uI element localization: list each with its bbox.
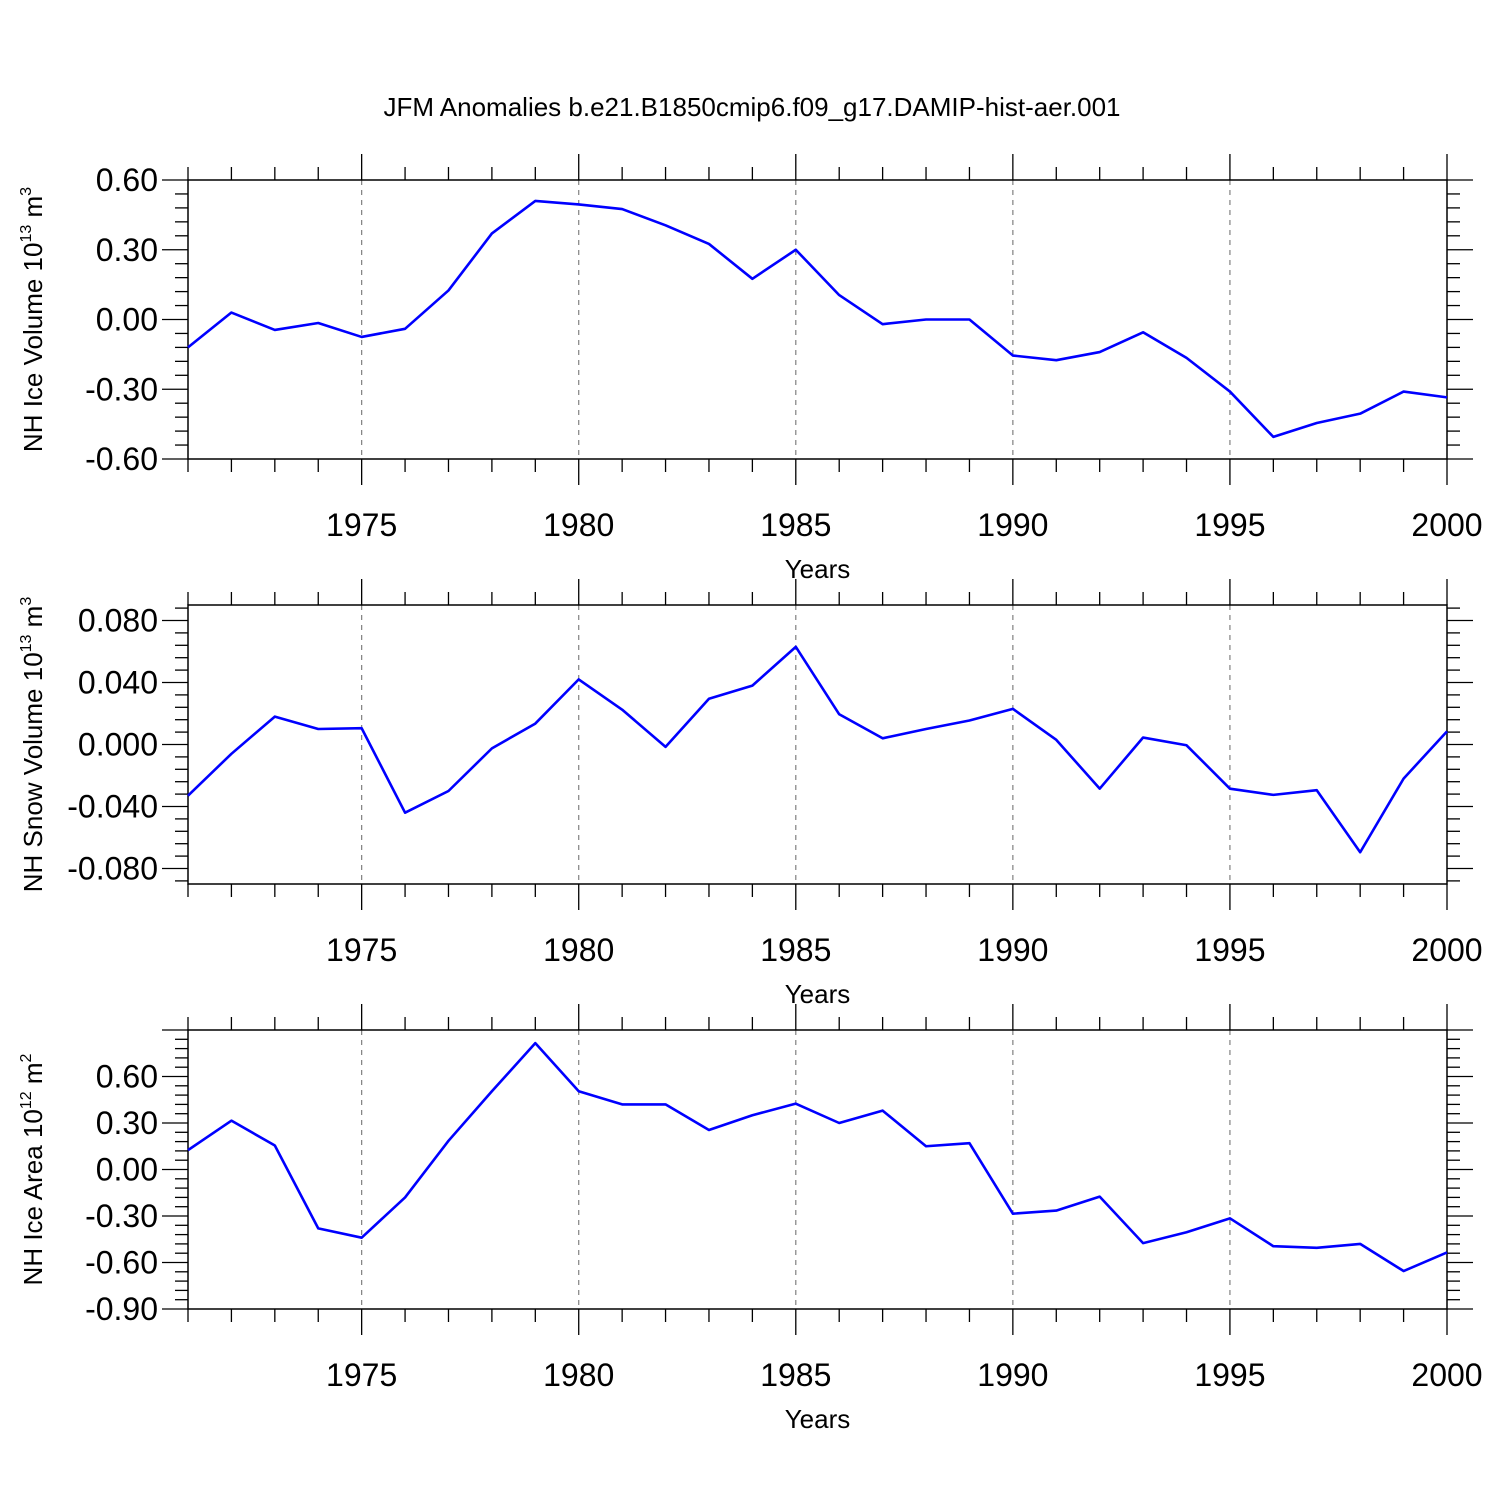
snow-volume-series-line-0 [187,645,1448,854]
ice-area-x-axis-label: Years [785,1404,851,1434]
ice-area-panel: -0.90 -0.60 -0.30 0.00 0.30 0.60 1975 1980 1985 1… [18,1004,1483,1434]
ice-volume-series-points-0 [188,200,1448,437]
ice-volume-x-tick-label-0: 1975 [326,507,397,543]
ice-volume-x-tick-label-1: 1980 [543,507,614,543]
ice-area-x-tick-label-3: 1990 [977,1357,1048,1393]
ice-area-y-axis-label: NH Ice Area 1012 m2 [18,1053,48,1285]
panels: -0.60 -0.30 0.00 0.30 0.60 1975 1980 1985 1990 19… [18,154,1483,1434]
snow-volume-panel: -0.080 -0.040 0.000 0.040 0.080 1975 1980 1985 1… [18,579,1483,1009]
snow-volume-x-tick-label-4: 1995 [1194,932,1265,968]
ice-volume-y-tick-label-4: 0.60 [96,162,158,198]
snow-volume-y-tick-label-4: 0.080 [78,603,158,639]
ice-volume-x-tick-label-5: 2000 [1411,507,1482,543]
ice-area-y-tick-label-3: 0.00 [96,1152,158,1188]
ice-volume-y-tick-label-1: -0.30 [85,371,158,407]
ice-volume-series-line-0 [187,199,1448,439]
ice-volume-plot-frame [187,179,1448,460]
ice-area-y-tick-label-0: -0.90 [85,1291,158,1327]
snow-volume-y-tick-label-0: -0.080 [67,851,158,887]
snow-volume-x-tick-label-5: 2000 [1411,932,1482,968]
ice-area-y-tick-label-5: 0.60 [96,1059,158,1095]
ice-volume-panel: -0.60 -0.30 0.00 0.30 0.60 1975 1980 1985 1990 19… [18,154,1483,584]
ice-area-y-tick-label-1: -0.60 [85,1245,158,1281]
snow-volume-x-tick-label-2: 1985 [760,932,831,968]
snow-volume-y-tick-label-3: 0.040 [78,665,158,701]
ice-area-x-tick-label-2: 1985 [760,1357,831,1393]
ice-volume-y-axis-label: NH Ice Volume 1013 m3 [18,187,48,452]
snow-volume-x-tick-label-0: 1975 [326,932,397,968]
ice-area-series-line-0 [187,1041,1448,1273]
ice-area-y-tick-label-2: -0.30 [85,1198,158,1234]
ice-volume-x-tick-label-2: 1985 [760,507,831,543]
chart-title: JFM Anomalies b.e21.B1850cmip6.f09_g17.D… [383,92,1120,122]
snow-volume-y-axis-label: NH Snow Volume 1013 m3 [18,597,48,893]
snow-volume-series-points-0 [188,646,1448,852]
snow-volume-y-tick-label-2: 0.000 [78,727,158,763]
snow-volume-x-tick-label-3: 1990 [977,932,1048,968]
ice-volume-x-tick-label-4: 1995 [1194,507,1265,543]
ice-volume-y-tick-label-0: -0.60 [85,441,158,477]
ice-area-x-tick-label-0: 1975 [326,1357,397,1393]
ice-area-x-tick-label-1: 1980 [543,1357,614,1393]
ice-area-x-tick-label-5: 2000 [1411,1357,1482,1393]
snow-volume-plot-frame [187,604,1448,885]
ice-volume-y-tick-label-3: 0.30 [96,232,158,268]
ice-volume-x-tick-label-3: 1990 [977,507,1048,543]
snow-volume-y-tick-label-1: -0.040 [67,789,158,825]
ice-area-x-tick-label-4: 1995 [1194,1357,1265,1393]
ice-volume-x-axis-label: Years [785,554,851,584]
snow-volume-x-tick-label-1: 1980 [543,932,614,968]
ice-volume-y-tick-label-2: 0.00 [96,302,158,338]
ice-area-y-tick-label-4: 0.30 [96,1105,158,1141]
ice-area-plot-frame [187,1029,1448,1310]
snow-volume-x-axis-label: Years [785,979,851,1009]
